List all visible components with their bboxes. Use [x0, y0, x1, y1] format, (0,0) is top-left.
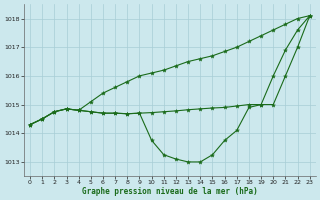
- X-axis label: Graphe pression niveau de la mer (hPa): Graphe pression niveau de la mer (hPa): [82, 187, 258, 196]
